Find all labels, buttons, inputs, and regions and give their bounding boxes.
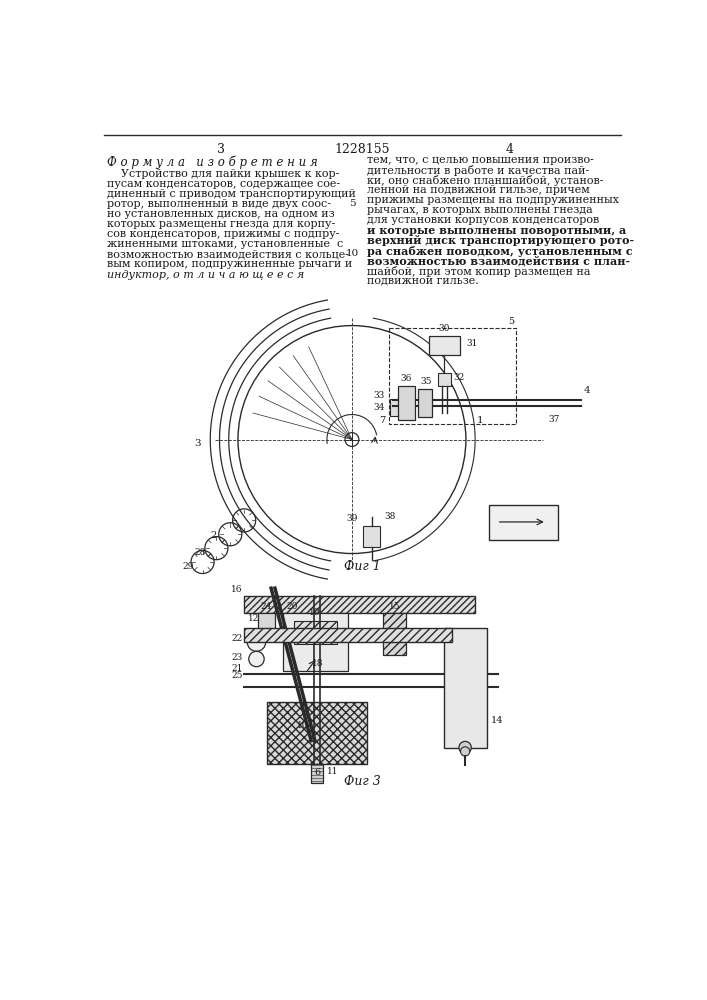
Text: верхний диск транспортирующего рото-: верхний диск транспортирующего рото- bbox=[368, 235, 634, 246]
Text: 33: 33 bbox=[374, 391, 385, 400]
Text: шайбой, при этом копир размещен на: шайбой, при этом копир размещен на bbox=[368, 266, 591, 277]
Text: рычагах, в которых выполнены гнезда: рычагах, в которых выполнены гнезда bbox=[368, 205, 593, 215]
Text: 23: 23 bbox=[231, 653, 243, 662]
Text: 5: 5 bbox=[349, 199, 355, 208]
Text: для установки корпусов конденсаторов: для установки корпусов конденсаторов bbox=[368, 215, 600, 225]
Bar bbox=[390, 399, 412, 416]
Text: 2: 2 bbox=[210, 531, 216, 540]
Text: 12: 12 bbox=[248, 614, 259, 623]
Circle shape bbox=[249, 651, 264, 667]
Text: 30: 30 bbox=[438, 324, 450, 333]
Text: 3: 3 bbox=[217, 143, 225, 156]
Text: 3: 3 bbox=[194, 439, 201, 448]
Text: 19: 19 bbox=[309, 608, 321, 617]
Bar bbox=[418, 389, 432, 417]
Text: 4: 4 bbox=[506, 143, 514, 156]
Text: 36: 36 bbox=[400, 374, 411, 383]
Text: дительности в работе и качества пай-: дительности в работе и качества пай- bbox=[368, 165, 590, 176]
Text: 1228155: 1228155 bbox=[334, 143, 390, 156]
Text: 37: 37 bbox=[549, 415, 560, 424]
Text: пусам конденсаторов, содержащее сое-: пусам конденсаторов, содержащее сое- bbox=[107, 179, 340, 189]
Text: прижимы размещены на подпружиненных: прижимы размещены на подпружиненных bbox=[368, 195, 619, 205]
Text: 25: 25 bbox=[231, 671, 243, 680]
Text: 20: 20 bbox=[286, 602, 298, 611]
Text: жиненными штоками, установленные  с: жиненными штоками, установленные с bbox=[107, 239, 344, 249]
Text: 34: 34 bbox=[374, 403, 385, 412]
Text: 7: 7 bbox=[380, 416, 386, 425]
Text: Фиг 3: Фиг 3 bbox=[344, 775, 380, 788]
Text: ленной на подвижной гильзе, причем: ленной на подвижной гильзе, причем bbox=[368, 185, 590, 195]
Text: 1: 1 bbox=[477, 416, 483, 425]
Bar bbox=[489, 505, 559, 540]
Text: 10: 10 bbox=[296, 721, 308, 730]
Text: и которые выполнены поворотными, а: и которые выполнены поворотными, а bbox=[368, 225, 626, 236]
Circle shape bbox=[460, 747, 469, 756]
Bar bbox=[389, 328, 516, 424]
Bar bbox=[258, 613, 275, 634]
Bar bbox=[244, 628, 452, 642]
Bar bbox=[444, 628, 486, 748]
Circle shape bbox=[247, 633, 266, 651]
Text: Ф о р м у л а   и з о б р е т е н и я: Ф о р м у л а и з о б р е т е н и я bbox=[107, 155, 318, 169]
Text: 24: 24 bbox=[261, 602, 272, 611]
Text: ра снабжен поводком, установленным с: ра снабжен поводком, установленным с bbox=[368, 246, 633, 257]
Text: ки, оно снабжено планшайбой, установ-: ки, оно снабжено планшайбой, установ- bbox=[368, 175, 604, 186]
Bar bbox=[363, 526, 380, 547]
Text: Устройство для пайки крышек к кор-: Устройство для пайки крышек к кор- bbox=[107, 169, 339, 179]
Text: ротор, выполненный в виде двух соос-: ротор, выполненный в виде двух соос- bbox=[107, 199, 331, 209]
Bar bbox=[382, 613, 406, 655]
Circle shape bbox=[459, 741, 472, 754]
Bar bbox=[438, 373, 450, 386]
Text: 5: 5 bbox=[508, 317, 515, 326]
Text: возможностью взаимодействия с план-: возможностью взаимодействия с план- bbox=[368, 256, 631, 267]
Bar bbox=[294, 620, 337, 644]
Text: вым копиром, подпружиненные рычаги и: вым копиром, подпружиненные рычаги и bbox=[107, 259, 352, 269]
Text: тем, что, с целью повышения произво-: тем, что, с целью повышения произво- bbox=[368, 155, 594, 165]
Bar bbox=[398, 386, 415, 420]
Text: но установленных дисков, на одном из: но установленных дисков, на одном из bbox=[107, 209, 334, 219]
Text: возможностью взаимодействия с кольце-: возможностью взаимодействия с кольце- bbox=[107, 249, 349, 259]
Text: 18: 18 bbox=[312, 659, 323, 668]
Bar bbox=[311, 764, 324, 783]
Text: 14: 14 bbox=[491, 716, 503, 725]
Text: 15: 15 bbox=[388, 602, 400, 611]
Text: 38: 38 bbox=[385, 512, 396, 521]
Bar bbox=[283, 613, 348, 671]
Text: 35: 35 bbox=[420, 377, 431, 386]
Text: 32: 32 bbox=[454, 373, 464, 382]
Text: 31: 31 bbox=[466, 339, 477, 348]
Text: 16: 16 bbox=[231, 585, 243, 594]
Bar bbox=[244, 596, 475, 613]
Text: 4: 4 bbox=[583, 386, 590, 395]
Text: подвижной гильзе.: подвижной гильзе. bbox=[368, 276, 479, 286]
Text: 22: 22 bbox=[231, 634, 243, 643]
Text: 21: 21 bbox=[231, 664, 243, 673]
Text: индуктор, о т л и ч а ю щ е е с я: индуктор, о т л и ч а ю щ е е с я bbox=[107, 269, 304, 280]
Text: 10: 10 bbox=[345, 249, 358, 258]
Text: 28: 28 bbox=[194, 548, 206, 557]
Text: диненный с приводом транспортирующий: диненный с приводом транспортирующий bbox=[107, 189, 356, 199]
Bar bbox=[267, 702, 368, 764]
Text: 6: 6 bbox=[314, 768, 320, 777]
Text: 39: 39 bbox=[346, 514, 358, 523]
Text: 29: 29 bbox=[182, 562, 193, 571]
Text: 11: 11 bbox=[327, 767, 338, 776]
Text: которых размещены гнезда для корпу-: которых размещены гнезда для корпу- bbox=[107, 219, 335, 229]
Text: сов конденсаторов, прижимы с подпру-: сов конденсаторов, прижимы с подпру- bbox=[107, 229, 339, 239]
Text: Фиг 1: Фиг 1 bbox=[344, 560, 380, 573]
Bar bbox=[429, 336, 460, 355]
